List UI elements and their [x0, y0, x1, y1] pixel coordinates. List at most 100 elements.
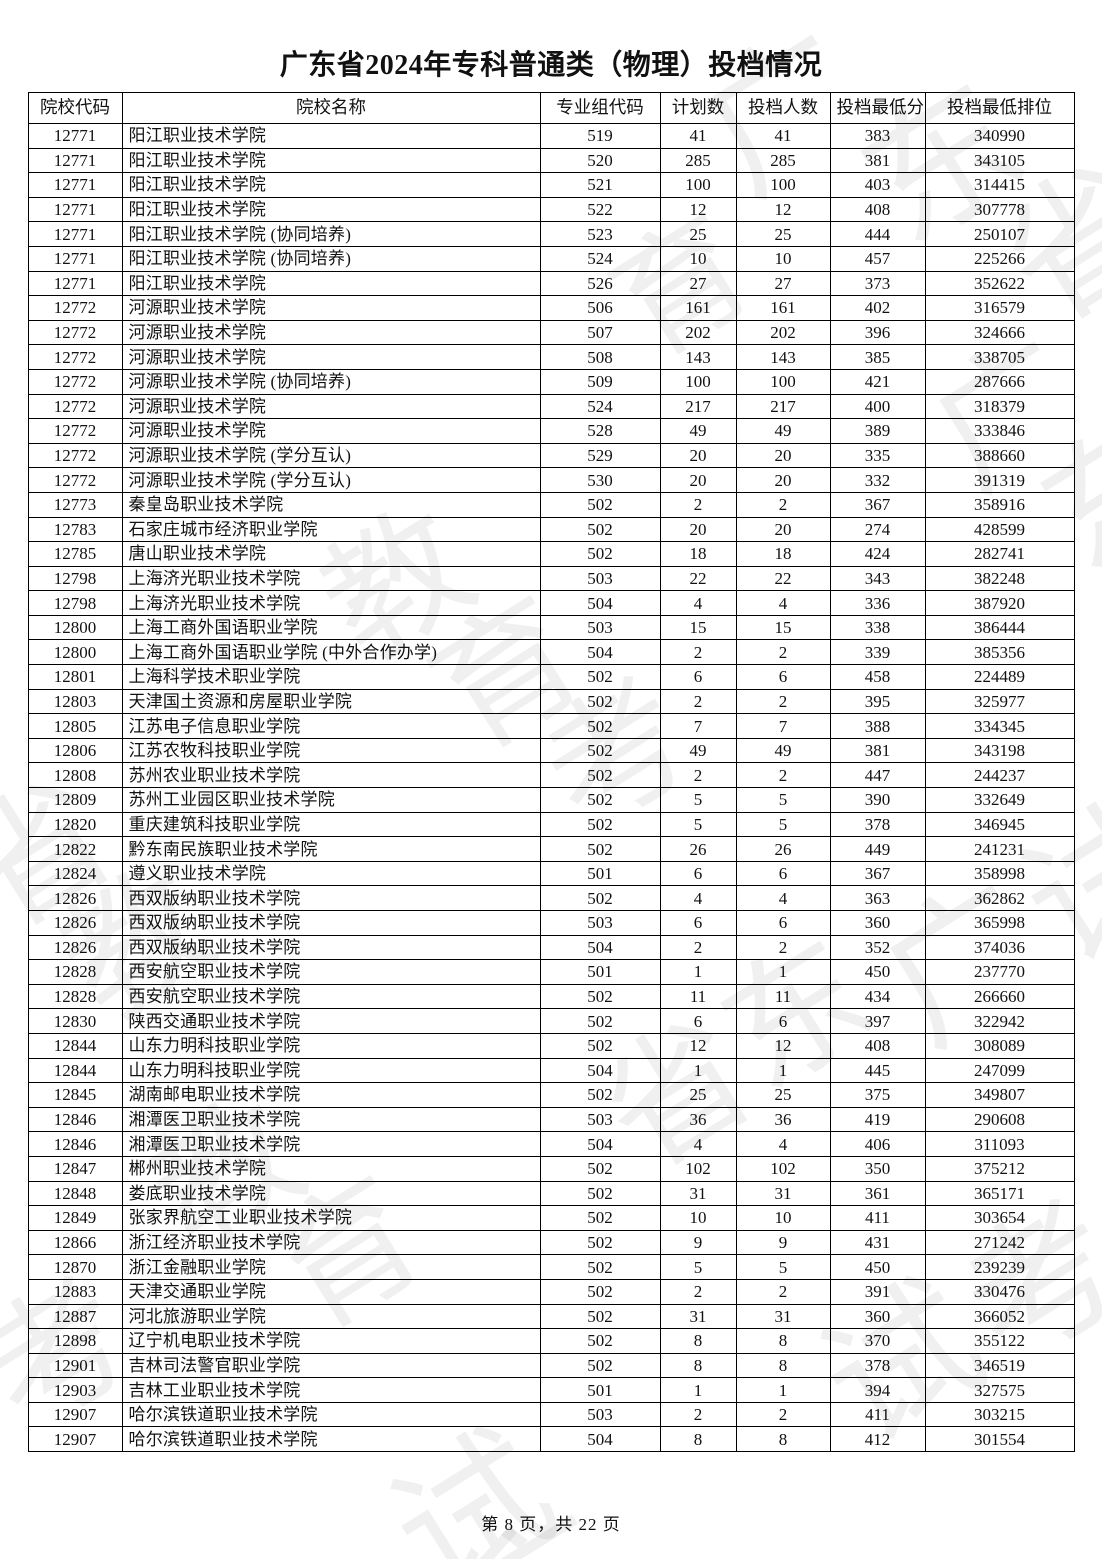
cell-school-name: 上海科学技术职业学院	[121, 664, 541, 690]
cell-admitted-count: 8	[735, 1328, 831, 1354]
cell-min-score: 406	[829, 1131, 926, 1157]
cell-min-score: 385	[829, 344, 926, 370]
cell-min-rank: 334345	[924, 713, 1075, 739]
cell-admitted-count: 12	[735, 1032, 831, 1059]
table-row: 12848 娄底职业技术学院 502 31 31 361 365171	[27, 1180, 1075, 1207]
cell-school-code: 12772	[27, 442, 123, 469]
cell-school-name: 山东力明科技职业学院	[121, 1032, 541, 1059]
cell-min-score: 449	[829, 836, 926, 862]
cell-major-group-code: 530	[539, 467, 661, 493]
cell-min-rank: 346519	[924, 1352, 1075, 1379]
cell-school-code: 12808	[27, 762, 123, 789]
cell-min-score: 421	[829, 368, 926, 395]
table-row: 12771 阳江职业技术学院 (协同培养) 524 10 10 457 225266	[27, 245, 1075, 272]
cell-major-group-code: 502	[539, 762, 661, 789]
table-row: 12826 西双版纳职业技术学院 503 6 6 360 365998	[27, 910, 1075, 936]
cell-school-name: 阳江职业技术学院 (协同培养)	[121, 221, 541, 247]
cell-plan-count: 15	[659, 614, 737, 641]
cell-school-code: 12771	[27, 172, 123, 198]
cell-min-rank: 225266	[924, 245, 1075, 272]
cell-min-rank: 247099	[924, 1057, 1075, 1084]
cell-school-name: 浙江金融职业学院	[121, 1254, 541, 1280]
cell-min-score: 360	[829, 1303, 926, 1330]
cell-plan-count: 8	[659, 1328, 737, 1354]
cell-plan-count: 8	[659, 1352, 737, 1379]
table-row: 12826 西双版纳职业技术学院 502 4 4 363 362862	[27, 885, 1075, 911]
cell-major-group-code: 502	[539, 1008, 661, 1034]
cell-school-name: 阳江职业技术学院	[121, 123, 541, 149]
cell-school-code: 12798	[27, 590, 123, 616]
cell-major-group-code: 509	[539, 368, 661, 395]
table-header: 院校代码 院校名称 专业组代码 计划数 投档人数 投档最低分 投档最低排位	[27, 92, 1075, 124]
table-row: 12901 吉林司法警官职业学院 502 8 8 378 346519	[27, 1352, 1075, 1379]
table-row: 12809 苏州工业园区职业技术学院 502 5 5 390 332649	[27, 787, 1075, 813]
cell-plan-count: 49	[659, 418, 737, 444]
cell-min-rank: 355122	[924, 1328, 1075, 1354]
cell-min-score: 332	[829, 467, 926, 493]
cell-min-score: 394	[829, 1377, 926, 1403]
cell-admitted-count: 15	[735, 614, 831, 641]
cell-school-code: 12824	[27, 860, 123, 887]
cell-admitted-count: 8	[735, 1352, 831, 1379]
cell-plan-count: 9	[659, 1229, 737, 1256]
cell-min-rank: 428599	[924, 516, 1075, 543]
table-row: 12883 天津交通职业学院 502 2 2 391 330476	[27, 1278, 1075, 1305]
cell-admitted-count: 49	[735, 418, 831, 444]
cell-admitted-count: 36	[735, 1106, 831, 1133]
cell-min-score: 383	[829, 123, 926, 149]
cell-admitted-count: 9	[735, 1229, 831, 1256]
cell-admitted-count: 2	[735, 934, 831, 961]
cell-admitted-count: 6	[735, 860, 831, 887]
cell-school-code: 12783	[27, 516, 123, 543]
cell-school-code: 12773	[27, 491, 123, 518]
cell-min-score: 336	[829, 590, 926, 616]
cell-major-group-code: 502	[539, 1180, 661, 1207]
cell-major-group-code: 504	[539, 1057, 661, 1084]
cell-plan-count: 4	[659, 1131, 737, 1157]
cell-major-group-code: 501	[539, 959, 661, 985]
cell-admitted-count: 6	[735, 910, 831, 936]
cell-school-code: 12772	[27, 295, 123, 321]
cell-min-score: 378	[829, 1352, 926, 1379]
cell-major-group-code: 502	[539, 885, 661, 911]
cell-school-code: 12771	[27, 245, 123, 272]
cell-school-code: 12822	[27, 836, 123, 862]
cell-min-rank: 365998	[924, 910, 1075, 936]
cell-school-name: 吉林工业职业技术学院	[121, 1377, 541, 1403]
cell-plan-count: 20	[659, 516, 737, 543]
cell-school-code: 12826	[27, 910, 123, 936]
cell-plan-count: 102	[659, 1155, 737, 1182]
cell-school-name: 张家界航空工业职业技术学院	[121, 1205, 541, 1231]
cell-school-name: 西双版纳职业技术学院	[121, 885, 541, 911]
cell-major-group-code: 522	[539, 196, 661, 223]
cell-admitted-count: 20	[735, 467, 831, 493]
cell-min-rank: 303215	[924, 1401, 1075, 1428]
cell-plan-count: 41	[659, 123, 737, 149]
cell-min-rank: 237770	[924, 959, 1075, 985]
cell-school-name: 上海济光职业技术学院	[121, 590, 541, 616]
cell-plan-count: 5	[659, 787, 737, 813]
cell-min-score: 411	[829, 1401, 926, 1428]
cell-school-name: 遵义职业技术学院	[121, 860, 541, 887]
cell-min-score: 361	[829, 1180, 926, 1207]
cell-min-rank: 366052	[924, 1303, 1075, 1330]
cell-min-score: 335	[829, 442, 926, 469]
cell-min-rank: 318379	[924, 393, 1075, 420]
cell-admitted-count: 1	[735, 959, 831, 985]
table-row: 12808 苏州农业职业技术学院 502 2 2 447 244237	[27, 762, 1075, 789]
cell-admitted-count: 10	[735, 245, 831, 272]
cell-admitted-count: 22	[735, 565, 831, 592]
cell-min-rank: 349807	[924, 1082, 1075, 1108]
cell-admitted-count: 6	[735, 1008, 831, 1034]
cell-school-code: 12887	[27, 1303, 123, 1330]
cell-school-name: 秦皇岛职业技术学院	[121, 491, 541, 518]
cell-major-group-code: 501	[539, 1377, 661, 1403]
cell-min-rank: 287666	[924, 368, 1075, 395]
table-row: 12898 辽宁机电职业技术学院 502 8 8 370 355122	[27, 1328, 1075, 1354]
cell-min-score: 338	[829, 614, 926, 641]
cell-school-name: 娄底职业技术学院	[121, 1180, 541, 1207]
cell-school-name: 山东力明科技职业学院	[121, 1057, 541, 1084]
cell-school-name: 浙江经济职业技术学院	[121, 1229, 541, 1256]
cell-major-group-code: 502	[539, 983, 661, 1010]
table-row: 12887 河北旅游职业学院 502 31 31 360 366052	[27, 1303, 1075, 1330]
